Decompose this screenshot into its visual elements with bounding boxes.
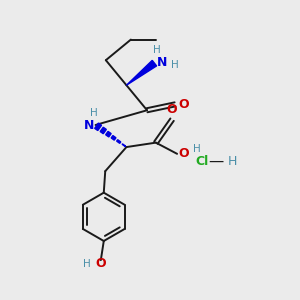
Text: H: H	[193, 143, 201, 154]
Polygon shape	[111, 136, 116, 140]
Text: N: N	[157, 56, 167, 69]
Polygon shape	[126, 60, 157, 85]
Text: O: O	[178, 98, 189, 111]
Polygon shape	[106, 131, 111, 137]
Text: O: O	[167, 103, 177, 116]
Text: —: —	[208, 154, 224, 169]
Polygon shape	[122, 144, 126, 147]
Polygon shape	[117, 140, 121, 143]
Text: N: N	[84, 119, 94, 132]
Text: O: O	[178, 147, 189, 160]
Polygon shape	[100, 127, 106, 134]
Text: H: H	[228, 155, 237, 168]
Text: Cl: Cl	[196, 155, 209, 168]
Text: O: O	[95, 257, 106, 270]
Text: H: H	[153, 45, 160, 55]
Text: H: H	[171, 60, 178, 70]
Text: H: H	[90, 109, 98, 118]
Polygon shape	[95, 123, 101, 130]
Text: H: H	[83, 259, 91, 269]
